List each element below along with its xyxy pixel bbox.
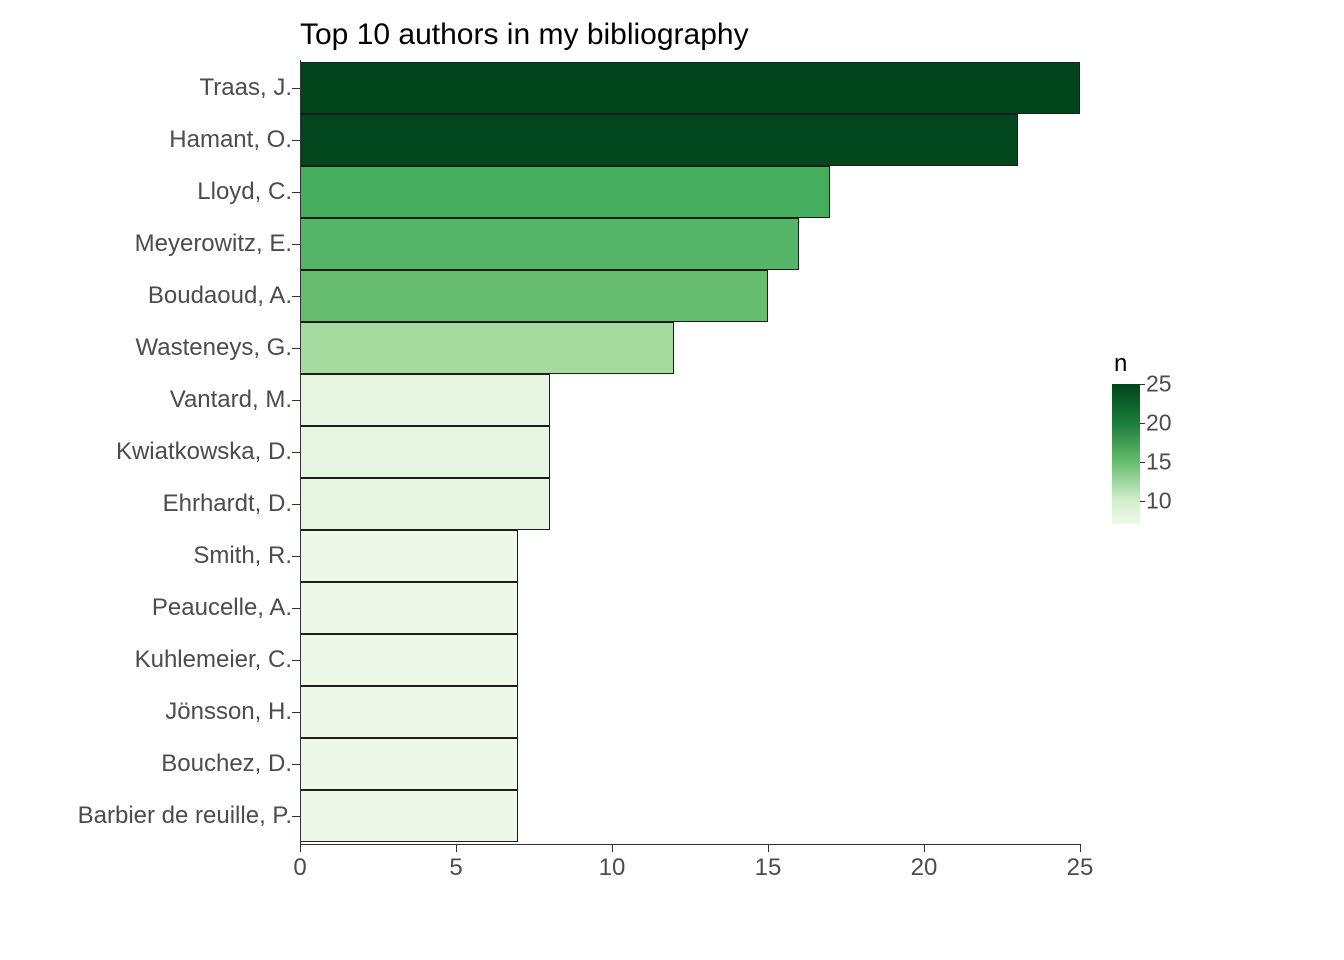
legend-tick — [1140, 501, 1145, 502]
y-axis-label: Hamant, O. — [0, 114, 292, 166]
y-axis-label: Jönsson, H. — [0, 686, 292, 738]
x-axis-label: 25 — [1067, 854, 1094, 882]
y-axis-tick — [292, 660, 300, 661]
bar — [300, 114, 1018, 166]
y-axis-label: Peaucelle, A. — [0, 582, 292, 634]
y-axis-label: Traas, J. — [0, 62, 292, 114]
bar — [300, 478, 550, 530]
y-axis-labels: Traas, J.Hamant, O.Lloyd, C.Meyerowitz, … — [0, 60, 292, 844]
y-axis-tick — [292, 140, 300, 141]
y-axis-label: Bouchez, D. — [0, 738, 292, 790]
y-axis-tick — [292, 88, 300, 89]
bar — [300, 686, 518, 738]
legend-tick — [1140, 423, 1145, 424]
y-axis-label: Ehrhardt, D. — [0, 478, 292, 530]
bar — [300, 62, 1080, 114]
y-axis-tick — [292, 504, 300, 505]
bar — [300, 166, 830, 218]
y-axis-tick — [292, 296, 300, 297]
bar — [300, 790, 518, 842]
y-axis-label: Kwiatkowska, D. — [0, 426, 292, 478]
y-axis-tick — [292, 400, 300, 401]
legend-tick — [1140, 462, 1145, 463]
y-axis-tick — [292, 192, 300, 193]
y-axis-tick — [292, 764, 300, 765]
x-axis: 0510152025 — [300, 844, 1080, 894]
y-axis-label: Meyerowitz, E. — [0, 218, 292, 270]
chart-container: Top 10 authors in my bibliography Traas,… — [0, 0, 1344, 960]
legend-tick-label: 15 — [1146, 448, 1172, 475]
y-axis-label: Smith, R. — [0, 530, 292, 582]
legend-tick — [1140, 384, 1145, 385]
x-axis-tick — [768, 844, 769, 852]
bar — [300, 426, 550, 478]
x-axis-tick — [612, 844, 613, 852]
y-axis-tick — [292, 816, 300, 817]
y-axis-tick — [292, 348, 300, 349]
x-axis-label: 20 — [911, 854, 938, 882]
bar — [300, 374, 550, 426]
y-axis-label: Lloyd, C. — [0, 166, 292, 218]
bar — [300, 738, 518, 790]
y-axis-tick — [292, 608, 300, 609]
x-axis-label: 0 — [293, 854, 306, 882]
bar — [300, 322, 674, 374]
chart-title: Top 10 authors in my bibliography — [300, 18, 749, 52]
y-axis-label: Barbier de reuille, P. — [0, 790, 292, 842]
y-axis-tick — [292, 452, 300, 453]
x-axis-tick — [300, 844, 301, 852]
bar — [300, 582, 518, 634]
x-axis-tick — [456, 844, 457, 852]
y-axis-label: Boudaoud, A. — [0, 270, 292, 322]
bar — [300, 218, 799, 270]
legend-title: n — [1114, 350, 1252, 378]
bar — [300, 270, 768, 322]
plot-area — [300, 60, 1080, 844]
x-axis-label: 5 — [449, 854, 462, 882]
y-axis-label: Kuhlemeier, C. — [0, 634, 292, 686]
legend-colorbar — [1112, 384, 1140, 524]
x-axis-tick — [1080, 844, 1081, 852]
x-axis-label: 15 — [755, 854, 782, 882]
y-axis-tick — [292, 556, 300, 557]
x-axis-tick — [924, 844, 925, 852]
bar — [300, 530, 518, 582]
legend-tick-label: 20 — [1146, 409, 1172, 436]
y-axis-label: Vantard, M. — [0, 374, 292, 426]
y-axis-label: Wasteneys, G. — [0, 322, 292, 374]
y-axis-tick — [292, 244, 300, 245]
y-axis-tick — [292, 712, 300, 713]
legend-tick-label: 25 — [1146, 371, 1172, 398]
y-axis-line — [300, 60, 301, 844]
x-axis-label: 10 — [599, 854, 626, 882]
bar — [300, 634, 518, 686]
legend-tick-label: 10 — [1146, 487, 1172, 514]
legend: n 25 20 15 10 — [1112, 350, 1252, 524]
